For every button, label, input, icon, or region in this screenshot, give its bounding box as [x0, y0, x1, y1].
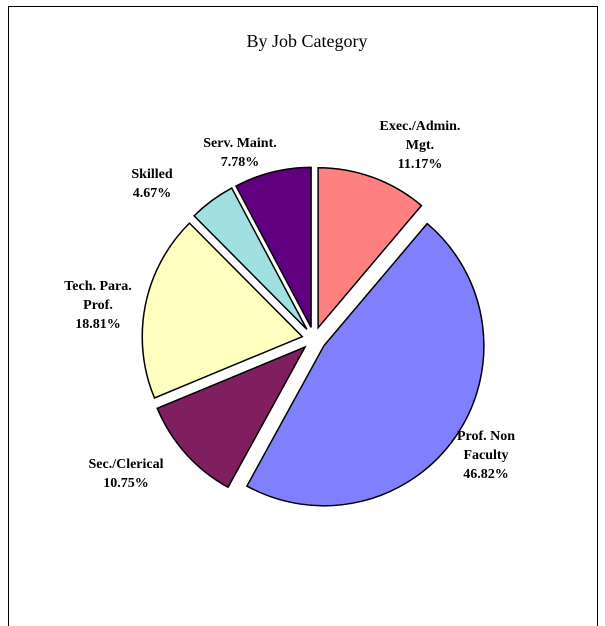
slice-value: 46.82% [463, 467, 509, 482]
slice-name: Prof. Non [457, 429, 515, 444]
chart-frame [8, 6, 598, 626]
pie-slice-6 [234, 166, 312, 328]
slice-label-6: Serv. Maint. 7.78% [203, 136, 277, 170]
slice-name: Sec./Clerical [88, 457, 163, 472]
pie-slice-4 [141, 222, 304, 399]
slice-name: Exec./Admin. [380, 119, 461, 134]
slice-value: 4.67% [133, 186, 172, 201]
slice-label-1: Exec./Admin. Mgt. 11.17% [380, 119, 461, 172]
pie-slices [141, 166, 485, 507]
slice-label-5: Skilled 4.67% [131, 167, 172, 201]
chart-title: By Job Category [247, 31, 368, 51]
slice-value: 11.17% [398, 157, 443, 172]
slice-name: Tech. Para. [64, 279, 132, 294]
slice-name: Skilled [131, 167, 172, 182]
slice-label-3: Sec./Clerical 10.75% [88, 457, 163, 491]
slice-name: Mgt. [406, 138, 434, 153]
slice-value: 18.81% [75, 317, 121, 332]
slice-name: Prof. [83, 298, 113, 313]
pie-labels: Exec./Admin. Mgt. 11.17% Prof. Non Faculty 46… [64, 119, 515, 491]
slice-name: Faculty [463, 448, 508, 463]
slice-value: 10.75% [103, 476, 149, 491]
slice-label-4: Tech. Para. Prof. 18.81% [64, 279, 132, 332]
slice-value: 7.78% [221, 155, 260, 170]
slice-label-2: Prof. Non Faculty 46.82% [457, 429, 515, 482]
pie-slice-1 [317, 166, 423, 330]
pie-slice-3 [156, 345, 307, 489]
pie-slice-5 [193, 187, 308, 330]
pie-slice-2 [245, 222, 485, 507]
slice-name: Serv. Maint. [203, 136, 277, 151]
